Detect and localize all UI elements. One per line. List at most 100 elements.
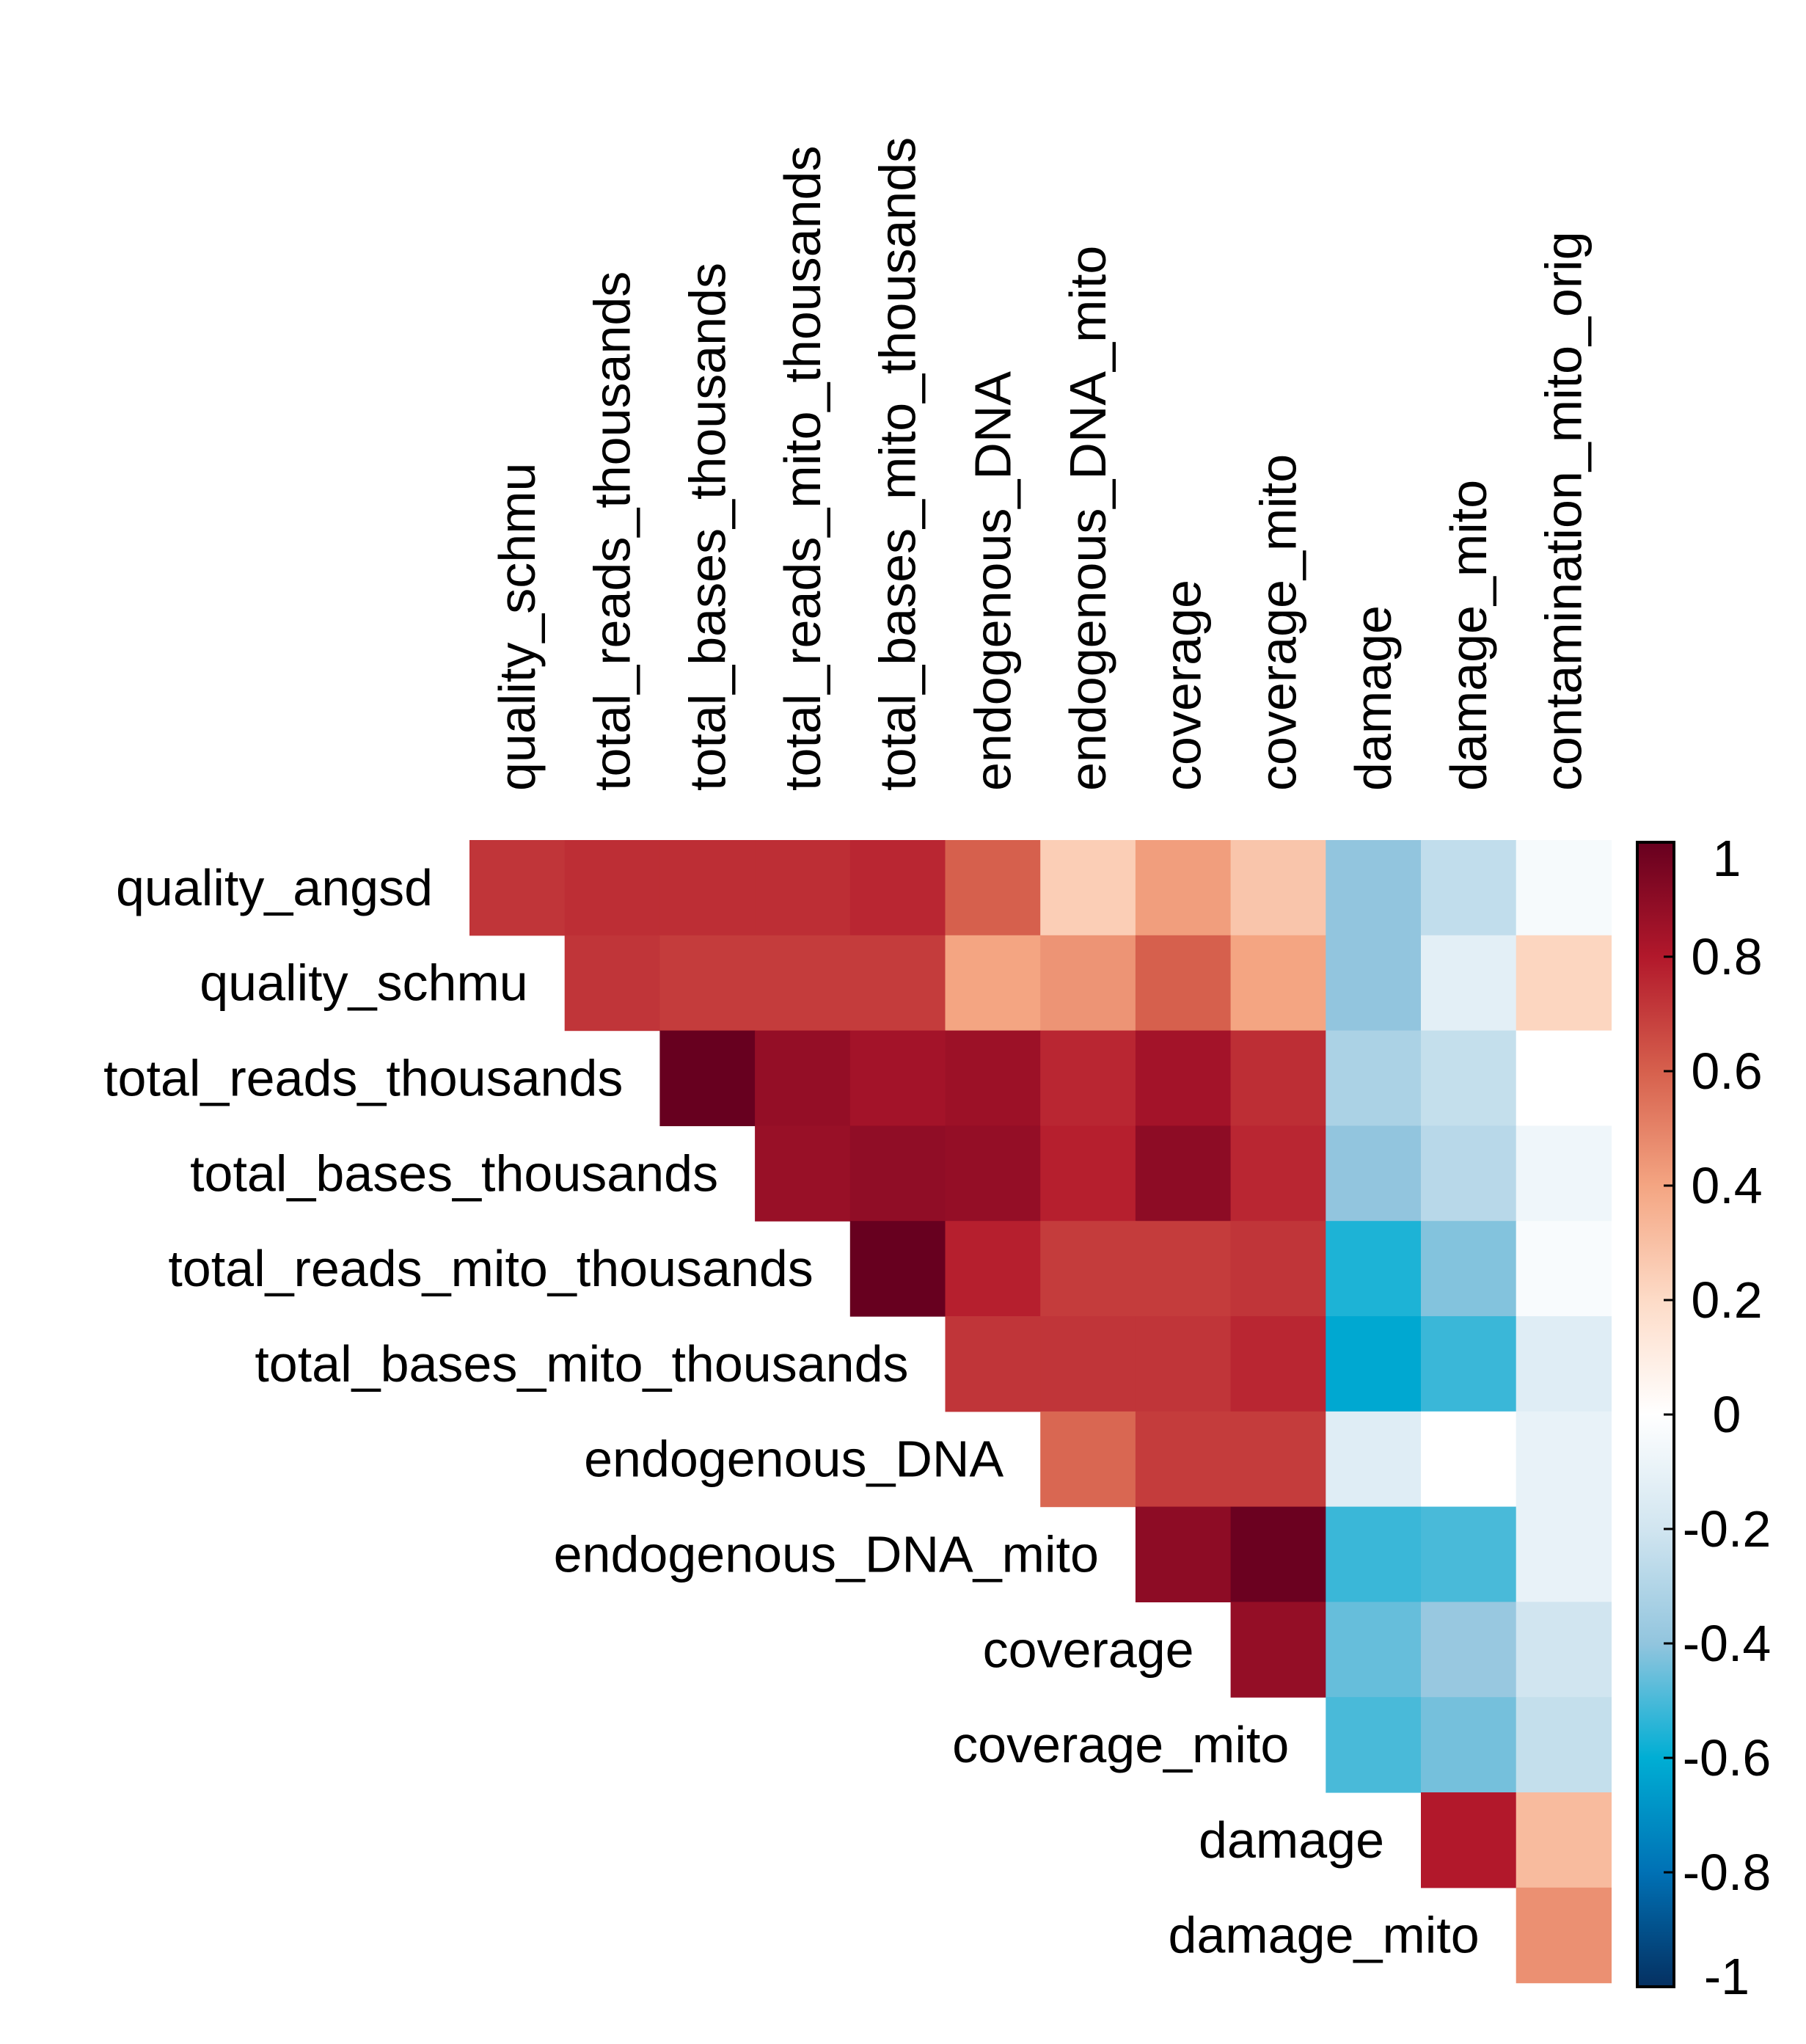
column-label-coverage-mito: coverage_mito <box>1249 454 1306 791</box>
heatmap-cells <box>469 840 1612 1984</box>
cell-quality-angsd-total-bases-mito-thousands <box>849 840 946 936</box>
cell-damage-damage-mito <box>1421 1792 1517 1888</box>
cell-quality-angsd-quality-schmu <box>469 840 566 936</box>
row-label-coverage: coverage <box>983 1621 1194 1678</box>
cell-total-bases-mito-thousands-endogenous-dna-mito <box>1040 1316 1136 1412</box>
cell-total-reads-mito-thousands-endogenous-dna <box>945 1221 1041 1317</box>
cell-total-bases-thousands-endogenous-dna-mito <box>1040 1125 1136 1222</box>
cell-quality-schmu-contamination-mito-orig <box>1516 935 1612 1032</box>
cell-quality-schmu-endogenous-dna <box>945 935 1041 1032</box>
cell-total-bases-thousands-total-reads-mito-thousands <box>755 1125 851 1222</box>
cell-quality-angsd-coverage-mito <box>1230 840 1326 936</box>
cell-quality-schmu-damage <box>1326 935 1422 1032</box>
cell-endogenous-dna-coverage <box>1135 1411 1232 1508</box>
cell-total-bases-mito-thousands-damage-mito <box>1421 1316 1517 1412</box>
cell-endogenous-dna-mito-damage <box>1326 1506 1422 1602</box>
cell-quality-angsd-endogenous-dna <box>945 840 1041 936</box>
row-label-total-bases-thousands: total_bases_thousands <box>190 1145 718 1202</box>
column-labels: quality_schmu total_reads_thousands total_… <box>489 137 1593 791</box>
colorbar-tick-label: 0.4 <box>1691 1157 1762 1214</box>
cell-coverage-coverage-mito <box>1230 1602 1326 1698</box>
cell-quality-schmu-total-reads-mito-thousands <box>755 935 851 1032</box>
cell-endogenous-dna-mito-contamination-mito-orig <box>1516 1506 1612 1602</box>
cell-endogenous-dna-mito-damage-mito <box>1421 1506 1517 1602</box>
cell-quality-angsd-total-reads-mito-thousands <box>755 840 851 936</box>
cell-coverage-damage <box>1326 1602 1422 1698</box>
cell-total-bases-thousands-coverage-mito <box>1230 1125 1326 1222</box>
cell-quality-angsd-contamination-mito-orig <box>1516 840 1612 936</box>
cell-quality-angsd-total-reads-thousands <box>564 840 660 936</box>
column-label-total-reads-thousands: total_reads_thousands <box>584 271 641 791</box>
cell-total-reads-thousands-damage-mito <box>1421 1030 1517 1126</box>
cell-total-reads-mito-thousands-coverage-mito <box>1230 1221 1326 1317</box>
cell-total-bases-mito-thousands-damage <box>1326 1316 1422 1412</box>
cell-quality-schmu-coverage-mito <box>1230 935 1326 1032</box>
cell-total-bases-mito-thousands-contamination-mito-orig <box>1516 1316 1612 1412</box>
colorbar-tick-label: 0.6 <box>1691 1043 1762 1100</box>
row-label-total-bases-mito-thousands: total_bases_mito_thousands <box>255 1335 908 1393</box>
column-label-total-reads-mito-thousands: total_reads_mito_thousands <box>774 146 831 791</box>
cell-total-bases-thousands-damage <box>1326 1125 1422 1222</box>
colorbar-tick-label: 0.8 <box>1691 928 1762 985</box>
row-label-total-reads-thousands: total_reads_thousands <box>103 1050 623 1107</box>
cell-total-reads-thousands-endogenous-dna <box>945 1030 1041 1126</box>
cell-total-reads-thousands-total-bases-thousands <box>659 1030 756 1126</box>
cell-total-bases-mito-thousands-endogenous-dna <box>945 1316 1041 1412</box>
column-label-endogenous-dna-mito: endogenous_DNA_mito <box>1059 246 1116 791</box>
cell-coverage-mito-damage <box>1326 1697 1422 1793</box>
row-label-coverage-mito: coverage_mito <box>952 1716 1289 1773</box>
cell-endogenous-dna-coverage-mito <box>1230 1411 1326 1508</box>
cell-total-bases-thousands-total-bases-mito-thousands <box>849 1125 946 1222</box>
cell-damage-mito-contamination-mito-orig <box>1516 1887 1612 1984</box>
colorbar-tick-label: -0.8 <box>1683 1844 1772 1901</box>
column-label-damage: damage <box>1345 605 1402 791</box>
colorbar-tick-label: -0.2 <box>1683 1500 1772 1558</box>
cell-total-reads-thousands-damage <box>1326 1030 1422 1126</box>
colorbar-tick-label: -0.4 <box>1683 1615 1772 1672</box>
cell-total-bases-thousands-contamination-mito-orig <box>1516 1125 1612 1222</box>
cell-total-reads-mito-thousands-endogenous-dna-mito <box>1040 1221 1136 1317</box>
cell-quality-angsd-total-bases-thousands <box>659 840 756 936</box>
row-label-damage: damage <box>1199 1811 1384 1869</box>
cell-quality-schmu-endogenous-dna-mito <box>1040 935 1136 1032</box>
cell-endogenous-dna-mito-coverage-mito <box>1230 1506 1326 1602</box>
cell-quality-schmu-total-reads-thousands <box>564 935 660 1032</box>
cell-total-reads-thousands-coverage <box>1135 1030 1232 1126</box>
column-label-contamination-mito-orig: contamination_mito_orig <box>1535 231 1593 791</box>
row-label-endogenous-dna-mito: endogenous_DNA_mito <box>554 1526 1099 1583</box>
cell-quality-angsd-damage <box>1326 840 1422 936</box>
cell-quality-angsd-endogenous-dna-mito <box>1040 840 1136 936</box>
column-label-endogenous-dna: endogenous_DNA <box>964 371 1021 791</box>
cell-endogenous-dna-damage <box>1326 1411 1422 1508</box>
cell-total-bases-mito-thousands-coverage-mito <box>1230 1316 1326 1412</box>
cell-quality-angsd-coverage <box>1135 840 1232 936</box>
cell-quality-angsd-damage-mito <box>1421 840 1517 936</box>
row-label-total-reads-mito-thousands: total_reads_mito_thousands <box>168 1240 813 1297</box>
cell-coverage-contamination-mito-orig <box>1516 1602 1612 1698</box>
cell-total-reads-mito-thousands-damage-mito <box>1421 1221 1517 1317</box>
colorbar: 1 0.8 0.6 0.4 0.2 0 -0.2 -0.4 -0.6 -0.8 -1 <box>1636 830 1771 2005</box>
cell-quality-schmu-total-bases-mito-thousands <box>849 935 946 1032</box>
cell-total-bases-thousands-endogenous-dna <box>945 1125 1041 1222</box>
cell-coverage-mito-damage-mito <box>1421 1697 1517 1793</box>
row-labels: quality_angsd quality_schmu total_reads_th… <box>103 859 1480 1964</box>
cell-total-reads-thousands-endogenous-dna-mito <box>1040 1030 1136 1126</box>
cell-endogenous-dna-endogenous-dna-mito <box>1040 1411 1136 1508</box>
cell-total-reads-thousands-coverage-mito <box>1230 1030 1326 1126</box>
cell-total-reads-mito-thousands-total-bases-mito-thousands <box>849 1221 946 1317</box>
row-label-damage-mito: damage_mito <box>1169 1907 1480 1964</box>
column-label-damage-mito: damage_mito <box>1440 480 1497 791</box>
colorbar-ticks: 1 0.8 0.6 0.4 0.2 0 -0.2 -0.4 -0.6 -0.8 -1 <box>1664 830 1771 2005</box>
column-label-coverage: coverage <box>1155 580 1212 791</box>
row-label-quality-angsd: quality_angsd <box>116 859 433 916</box>
cell-total-bases-thousands-coverage <box>1135 1125 1232 1222</box>
cell-coverage-mito-contamination-mito-orig <box>1516 1697 1612 1793</box>
cell-quality-schmu-damage-mito <box>1421 935 1517 1032</box>
cell-total-reads-thousands-total-reads-mito-thousands <box>755 1030 851 1126</box>
cell-total-bases-mito-thousands-coverage <box>1135 1316 1232 1412</box>
colorbar-tick-label: -1 <box>1704 1948 1750 2005</box>
cell-total-bases-thousands-damage-mito <box>1421 1125 1517 1222</box>
cell-endogenous-dna-damage-mito <box>1421 1411 1517 1508</box>
cell-total-reads-thousands-contamination-mito-orig <box>1516 1030 1612 1126</box>
row-label-endogenous-dna: endogenous_DNA <box>584 1431 1003 1488</box>
